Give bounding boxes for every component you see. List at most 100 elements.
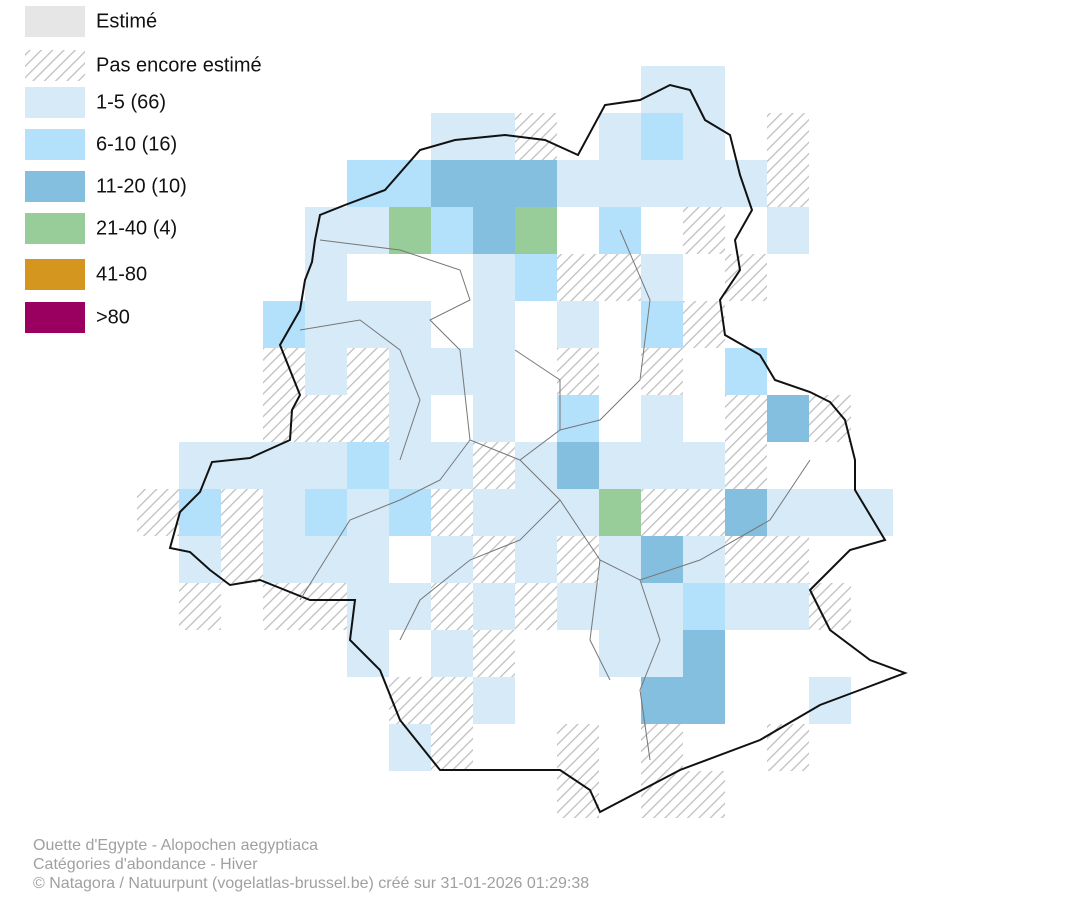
footer-line: © Natagora / Natuurpunt (vogelatlas-brus… [33,875,589,892]
grid-cell [599,583,641,630]
grid-cell [641,348,683,395]
grid-cell [305,301,347,348]
grid-cell [431,536,473,583]
legend-swatch [25,6,85,37]
grid-cell [179,442,221,489]
grid-cell [473,395,515,442]
grid-cell [389,348,431,395]
grid-cell [641,489,683,536]
grid-cell [641,160,683,207]
grid-cell [431,677,473,724]
grid-cell [557,536,599,583]
grid-cell [557,489,599,536]
grid-cell [389,160,431,207]
grid-cell [347,160,389,207]
grid-cell [389,489,431,536]
footer-line: Ouette d'Egypte - Alopochen aegyptiaca [33,837,318,854]
grid-cell [767,489,809,536]
legend-swatch [25,213,85,244]
grid-cell [221,442,263,489]
grid-cell [725,583,767,630]
legend-swatch [25,302,85,333]
grid-cell [599,536,641,583]
grid-cell [221,489,263,536]
legend-label: Estimé [96,10,157,32]
grid-cell [305,395,347,442]
grid-cell [389,395,431,442]
grid-cell [389,677,431,724]
grid-cell [515,442,557,489]
grid-cell [431,348,473,395]
grid-cell [473,489,515,536]
grid-cell [431,630,473,677]
legend-swatch [25,129,85,160]
grid-cell [473,254,515,301]
grid-cell [347,207,389,254]
grid-cell [305,442,347,489]
grid-cell [305,207,347,254]
grid-cell [557,160,599,207]
legend-label: >80 [96,306,130,328]
grid-cell [809,583,851,630]
grid-cell [347,348,389,395]
grid-cell [515,207,557,254]
grid-cell [515,583,557,630]
grid-cell [473,536,515,583]
grid-cell [725,489,767,536]
region-boundary [168,83,908,814]
legend-swatch [25,171,85,202]
grid-cell [515,160,557,207]
footer-line: Catégories d'abondance - Hiver [33,856,258,873]
legend-label: 41-80 [96,263,147,285]
grid-cell [641,395,683,442]
grid-cell [599,442,641,489]
grid-cell [347,395,389,442]
grid-cell [641,442,683,489]
grid-cell [179,583,221,630]
grid-cell [683,489,725,536]
grid-cell [557,442,599,489]
grid-cell [473,207,515,254]
grid-cell [725,254,767,301]
grid-cell [683,630,725,677]
grid-cell [263,395,305,442]
grid-cell [641,113,683,160]
grid-cell [431,160,473,207]
grid-cell [809,489,851,536]
municipal-boundaries [299,229,811,761]
grid-cell [767,207,809,254]
grid-cell [641,630,683,677]
grid-cell [641,536,683,583]
grid-cell [305,489,347,536]
grid-cell [725,395,767,442]
grid-cell [305,348,347,395]
grid-cell [431,583,473,630]
grid-cell [683,207,725,254]
grid-cell [515,254,557,301]
legend-label: 11-20 (10) [96,175,187,197]
grid-cell [557,724,599,771]
grid-cell [767,583,809,630]
grid-cell [683,113,725,160]
grid-cell [389,583,431,630]
grid-cell [431,442,473,489]
grid-cell [473,442,515,489]
grid-cell [473,677,515,724]
grid-cell [473,583,515,630]
grid-cell [599,630,641,677]
grid-cell [137,489,179,536]
grid-cell [599,489,641,536]
grid-cell [767,113,809,160]
grid-cell [851,489,893,536]
grid-cell [557,348,599,395]
grid-cell [683,771,725,818]
grid-cell [557,583,599,630]
grid-cell [683,160,725,207]
legend-label: Pas encore estimé [96,54,262,76]
grid-cell [263,583,305,630]
grid-cell [389,207,431,254]
grid-cell [389,301,431,348]
grid-cell [641,771,683,818]
